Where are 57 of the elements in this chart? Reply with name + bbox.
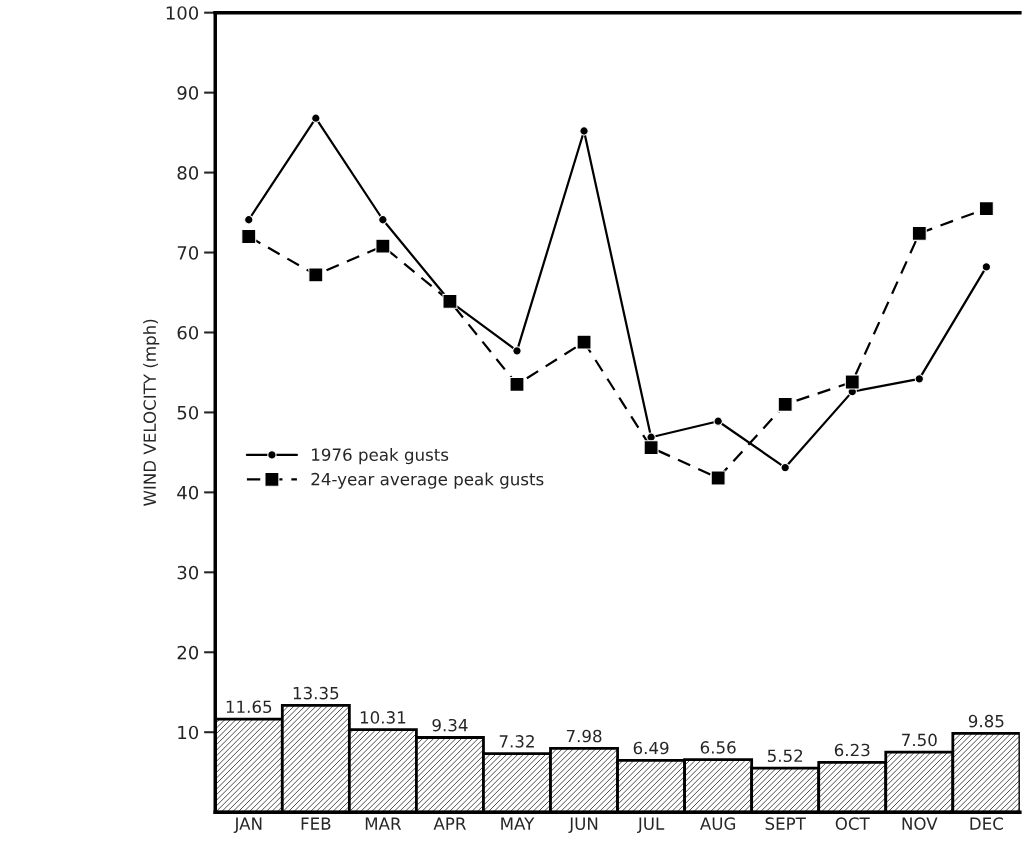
- point: [311, 113, 321, 123]
- x-tick-label: JUN: [568, 817, 598, 834]
- data-label: 11.65: [226, 700, 272, 714]
- point: [579, 126, 589, 136]
- data-label: 13.35: [293, 686, 339, 700]
- x-tick-label: JUL: [637, 817, 665, 834]
- x-tick-label: NOV: [902, 817, 938, 830]
- x-tick-label: APR: [433, 817, 466, 830]
- x-tick-label: FEB: [301, 817, 331, 830]
- data-label: 9.34: [432, 718, 468, 732]
- x-tick-label: JAN: [233, 817, 262, 834]
- point: [643, 440, 659, 456]
- point: [780, 462, 790, 473]
- point: [914, 374, 924, 384]
- y-tick-label: 80: [177, 166, 199, 180]
- point: [241, 229, 257, 245]
- point: [244, 215, 254, 225]
- y-tick-label: 50: [177, 405, 199, 420]
- point: [576, 334, 592, 350]
- point: [308, 267, 324, 283]
- x-tick-label: MAY: [501, 817, 535, 830]
- y-tick-label: 90: [177, 86, 199, 100]
- y-tick-label: 60: [177, 325, 199, 340]
- data-label: 7.50: [902, 733, 937, 747]
- point: [378, 215, 388, 225]
- y-tick-label: 100: [166, 6, 199, 20]
- y-tick-label: 10: [178, 725, 199, 740]
- legend-label: 1976 peak gusts: [312, 448, 449, 465]
- data-label: 9.85: [968, 714, 1004, 728]
- data-label: 7.98: [566, 729, 602, 743]
- point: [911, 225, 927, 241]
- point: [710, 470, 726, 486]
- point: [978, 201, 994, 217]
- data-label: 7.32: [499, 735, 534, 748]
- point: [777, 396, 793, 412]
- point: [512, 346, 522, 356]
- legend-label: 24-year average peak gusts: [311, 472, 544, 489]
- x-tick-label: MAR: [365, 817, 402, 830]
- y-tick-label: 70: [177, 245, 199, 260]
- data-label: 6.56: [700, 741, 736, 754]
- point: [375, 238, 391, 254]
- data-label: 6.49: [633, 741, 669, 755]
- point: [509, 376, 525, 392]
- y-tick-label: 30: [177, 565, 199, 580]
- point: [844, 374, 860, 390]
- y-tick-label: 20: [177, 645, 199, 660]
- point: [713, 416, 723, 426]
- x-tick-label: SEPT: [765, 817, 806, 830]
- x-tick-label: OCT: [835, 817, 870, 830]
- x-tick-label: AUG: [700, 817, 736, 830]
- y-tick-label: 40: [177, 485, 199, 500]
- point: [981, 262, 992, 272]
- data-label: 10.31: [360, 711, 406, 724]
- y-axis-title: WIND VELOCITY (mph): [143, 319, 160, 507]
- data-label: 6.23: [834, 743, 870, 757]
- x-tick-label: DEC: [970, 817, 1003, 830]
- data-label: 5.52: [767, 749, 803, 763]
